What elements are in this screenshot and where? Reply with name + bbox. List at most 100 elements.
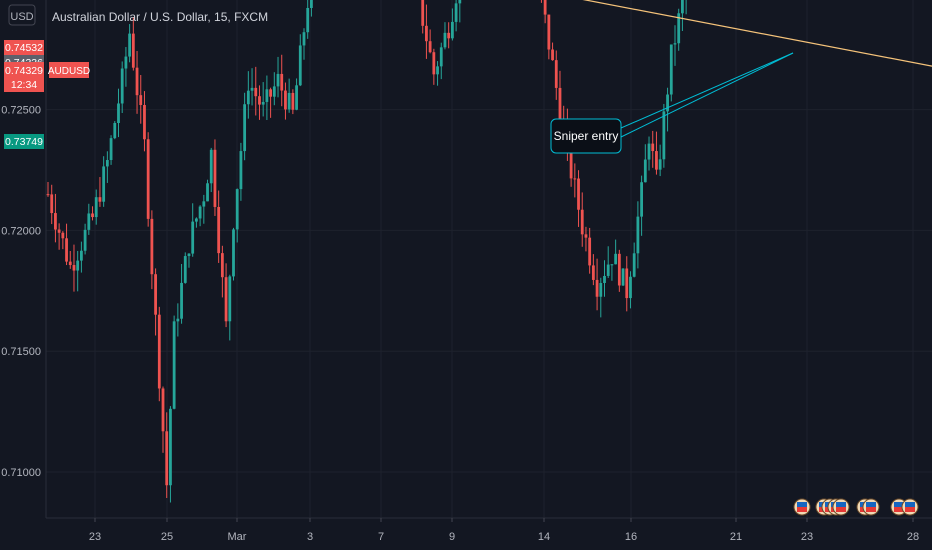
price-tick-label: 0.71500 [1,346,41,358]
candle-body [169,408,172,486]
candle-body [421,0,425,26]
callout-text: Sniper entry [554,129,619,143]
price-tag-top-red-label: 0.74532 [5,42,43,54]
candle-body [577,178,580,210]
candle-body [584,234,588,238]
candle-body [621,268,625,286]
candle-body [232,229,235,277]
candle-body [591,265,595,280]
candle-body [677,13,681,44]
sniper-entry-callout[interactable]: Sniper entry [550,118,622,154]
time-tick-label: 23 [801,531,813,543]
economic-event-flag-icon[interactable] [793,498,811,516]
candle-body [647,143,651,160]
candle-body [143,105,146,140]
candle-body [298,45,302,86]
candle-body [673,43,677,45]
candle-body [109,138,113,161]
callout-pointer-top [620,52,794,129]
candle-body [610,264,614,266]
callout-pointer-bottom [620,52,794,138]
candle-body [50,194,54,214]
candle-body [87,213,91,230]
candle-body [269,89,272,97]
candle-body [595,279,599,297]
economic-event-flag-icon[interactable] [832,498,850,516]
price-tick-label: 0.72500 [1,105,41,117]
candle-body [432,52,436,75]
economic-event-flag-icon[interactable] [901,498,919,516]
candle-body [180,282,183,319]
candle-body [580,209,584,235]
candle-body [669,44,673,95]
candle-body [443,32,447,48]
candle-body [436,66,439,75]
candle-body [250,87,254,91]
chart-title: Australian Dollar / U.S. Dollar, 15, FXC… [52,10,268,24]
candle-body [113,122,117,139]
candle-body [261,101,265,105]
time-tick-label: 23 [89,531,101,543]
price-tags: 0.74532 0.74336 0.74329 12:34 AUDUSD 0.7… [4,40,90,149]
trendline[interactable] [46,0,932,67]
candle-body [61,232,65,239]
candle-body [57,229,61,233]
candle-body [135,67,139,96]
candle-body [239,151,243,190]
candle-body [454,3,458,22]
symbol-tag-label: AUDUSD [48,66,90,77]
economic-event-flag-icon[interactable] [862,498,880,516]
candle-body [573,178,577,180]
price-tag-current-label: 0.74329 [5,65,43,77]
time-tick-label: 21 [730,531,742,543]
candle-body [310,0,313,8]
price-tag-green [4,134,44,149]
candle-body [146,139,150,219]
candle-body [209,149,213,184]
candle-body [220,253,224,278]
symbol-tag [49,62,89,78]
time-tick-label: 28 [907,531,919,543]
candle-body [65,238,68,262]
candle-body [306,7,310,33]
candle-body [98,197,102,202]
candle-body [681,0,684,14]
candle-body [76,260,80,271]
candle-body [150,218,154,275]
candle-body [157,314,161,389]
candle-body [447,32,451,39]
currency-box[interactable] [8,4,36,26]
candle-body [191,221,195,254]
candle-body [202,201,206,207]
event-icons[interactable] [793,498,919,516]
candle-body [439,47,443,67]
price-tag-current [4,62,44,92]
time-tick-label: 25 [161,531,173,543]
price-tag-countdown: 12:34 [11,79,37,91]
candle-body [655,151,658,170]
time-tick-label: 16 [625,531,637,543]
candle-body [629,276,632,299]
candle-body [172,321,176,409]
candle-body [599,283,603,297]
candle-body [243,104,247,152]
candle-body [287,92,291,110]
candle-body [554,60,558,88]
time-axis[interactable]: 23 25 Mar 3 7 9 14 16 21 23 28 [89,518,919,543]
candle-body [105,160,109,167]
currency-label: USD [10,11,33,23]
candle-body [228,276,232,322]
time-tick-label: 7 [378,531,384,543]
time-tick-label: 3 [307,531,313,543]
time-tick-label: 9 [449,531,455,543]
candle-body [187,253,191,257]
time-tick-label: 14 [538,531,550,543]
price-axis[interactable]: 0.710000.715000.720000.725000.730000.735… [1,0,41,479]
candle-body [183,256,187,283]
candle-body [551,49,554,61]
candle-body [302,32,306,46]
candle-body [54,213,57,230]
candle-body [666,94,669,112]
